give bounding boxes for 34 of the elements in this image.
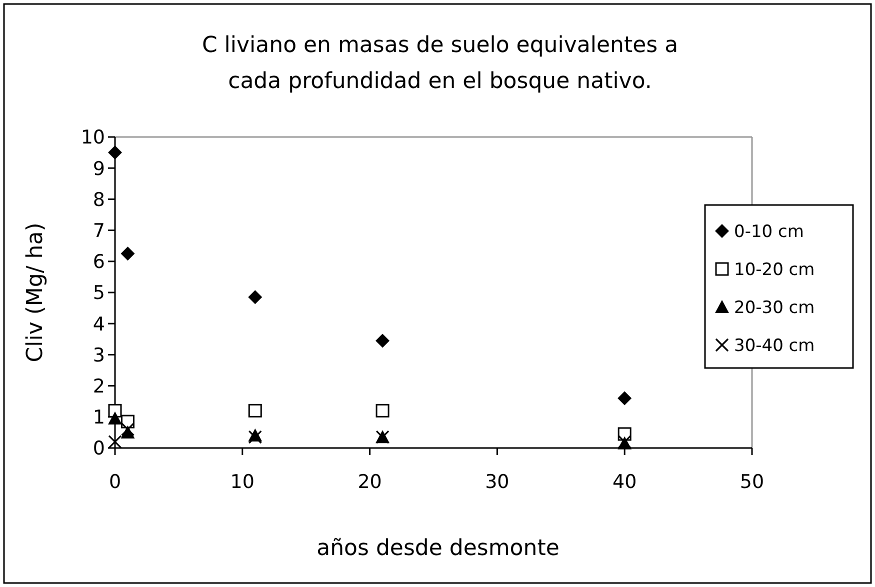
y-tick-label: 0 bbox=[92, 438, 105, 460]
y-tick-label: 10 bbox=[80, 126, 105, 149]
legend-label: 10-20 cm bbox=[734, 260, 815, 280]
x-tick-label: 0 bbox=[108, 471, 122, 493]
point bbox=[120, 422, 135, 436]
x-tick-label: 30 bbox=[485, 471, 510, 493]
y-tick-label: 6 bbox=[92, 251, 105, 274]
y-axis-title: Cliv (Mg/ ha) bbox=[23, 222, 48, 362]
x-tick-label: 20 bbox=[358, 471, 382, 493]
point bbox=[120, 246, 135, 261]
point bbox=[248, 404, 262, 418]
x-tick-label: 50 bbox=[740, 471, 764, 493]
point bbox=[376, 404, 390, 418]
point bbox=[108, 146, 122, 160]
y-tick-label: 2 bbox=[92, 375, 105, 398]
point bbox=[108, 434, 122, 449]
point bbox=[108, 411, 122, 424]
y-tick-label: 9 bbox=[92, 158, 105, 180]
y-tick-label: 4 bbox=[92, 313, 105, 336]
y-tick-label: 1 bbox=[92, 406, 105, 429]
point bbox=[618, 391, 632, 406]
y-tick-label: 7 bbox=[92, 220, 105, 242]
y-tick-label: 5 bbox=[92, 282, 105, 304]
y-tick-label: 3 bbox=[92, 344, 105, 366]
y-tick-label: 8 bbox=[92, 188, 105, 211]
x-tick-label: 40 bbox=[612, 471, 637, 493]
chart-title: C liviano en masas de suelo equivalentes a cada profundidad en el bosque nativo. bbox=[202, 33, 678, 94]
point bbox=[248, 290, 262, 304]
legend-label: 30-40 cm bbox=[734, 336, 815, 356]
legend-label: 0-10 cm bbox=[734, 222, 804, 242]
legend-label: 20-30 cm bbox=[734, 298, 815, 318]
x-axis-title: años desde desmonte bbox=[316, 536, 560, 561]
point bbox=[376, 334, 390, 348]
x-tick-label: 10 bbox=[230, 471, 254, 493]
